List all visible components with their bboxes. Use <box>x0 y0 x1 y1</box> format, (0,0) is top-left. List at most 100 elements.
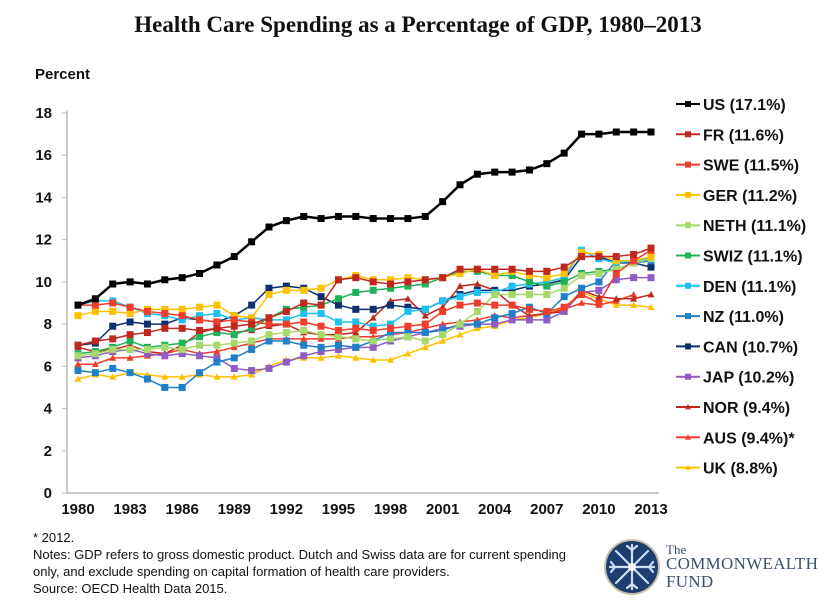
data-point <box>178 274 186 282</box>
data-point <box>248 301 256 309</box>
data-point <box>595 293 603 300</box>
legend-marker <box>685 313 691 320</box>
data-point <box>213 373 221 380</box>
x-tick-label: 1995 <box>322 501 355 518</box>
data-point <box>126 303 134 311</box>
data-point <box>265 284 273 292</box>
data-point <box>196 269 204 277</box>
data-point <box>248 337 256 345</box>
series-line <box>77 283 652 355</box>
data-point <box>404 333 412 341</box>
data-point <box>178 305 186 313</box>
data-point <box>334 345 342 353</box>
data-point <box>161 383 169 391</box>
data-point <box>439 274 447 282</box>
data-point <box>196 312 204 320</box>
data-point <box>404 274 412 282</box>
data-point <box>213 341 221 349</box>
legend-marker <box>685 161 691 168</box>
data-point <box>456 293 464 301</box>
data-point <box>543 274 551 282</box>
data-point <box>91 369 99 377</box>
legend-label: NOR (9.4%) <box>703 400 790 417</box>
data-point <box>630 291 638 298</box>
x-tick-label: 1986 <box>165 501 198 518</box>
data-point <box>595 278 603 286</box>
legend-item: DEN (11.1%) <box>676 279 796 296</box>
data-point <box>612 269 620 277</box>
data-point <box>230 331 238 339</box>
legend-label: SWE (11.5%) <box>703 158 799 175</box>
legend-item: JAP (10.2%) <box>676 370 794 387</box>
data-point <box>369 215 377 223</box>
data-point <box>439 326 447 334</box>
data-point <box>560 149 568 157</box>
data-point <box>161 352 169 360</box>
data-point <box>317 348 325 356</box>
data-point <box>178 373 186 380</box>
data-point <box>612 265 620 273</box>
data-point <box>560 307 568 315</box>
data-point <box>265 291 273 299</box>
data-point <box>491 320 499 328</box>
legend-item: UK (8.8%) <box>676 461 778 478</box>
data-point <box>647 303 655 311</box>
data-point <box>369 343 377 351</box>
y-tick-label: 4 <box>44 401 53 418</box>
data-point <box>74 312 82 320</box>
data-point <box>404 215 412 223</box>
data-point <box>473 288 481 296</box>
data-point <box>178 312 186 320</box>
data-point <box>508 310 516 318</box>
data-point <box>126 345 134 353</box>
data-point <box>491 168 499 176</box>
data-point <box>473 265 481 273</box>
y-tick-label: 8 <box>44 316 52 333</box>
data-point <box>300 286 308 294</box>
data-point <box>369 337 377 345</box>
data-point <box>265 223 273 231</box>
legend-label: SWIZ (11.1%) <box>703 249 803 266</box>
data-point <box>334 341 342 349</box>
data-point <box>404 329 412 337</box>
data-point <box>525 305 533 313</box>
data-point <box>387 329 395 337</box>
logo-fund: FUND <box>666 572 714 591</box>
data-point <box>126 278 134 286</box>
data-point <box>282 316 290 324</box>
legend-marker <box>685 464 691 470</box>
legend-item: NZ (11.0%) <box>676 309 784 326</box>
legend-label: DEN (11.1%) <box>703 279 796 296</box>
y-tick-label: 6 <box>44 358 52 375</box>
data-point <box>300 310 308 318</box>
data-point <box>230 312 238 320</box>
data-point <box>213 301 221 309</box>
data-point <box>161 310 169 318</box>
data-point <box>317 293 325 301</box>
data-point <box>387 284 395 292</box>
data-point <box>456 269 464 277</box>
data-point <box>91 360 99 368</box>
data-point <box>161 320 169 328</box>
data-point <box>300 326 308 334</box>
data-point <box>421 320 429 328</box>
data-point <box>282 337 290 345</box>
data-point <box>421 312 429 319</box>
data-point <box>387 301 395 309</box>
axes: 0 2 4 6 8 10 12 14 16 18 1980 1983 1986 1989 1992 1995 1… <box>35 105 667 518</box>
data-point <box>352 329 360 336</box>
data-point <box>560 303 568 311</box>
data-point <box>213 310 221 318</box>
data-point <box>543 278 551 286</box>
data-point <box>543 267 551 275</box>
data-point <box>230 364 238 372</box>
data-point <box>543 316 551 324</box>
data-point <box>421 329 429 337</box>
data-point <box>369 305 377 313</box>
data-point <box>352 343 360 351</box>
data-point <box>421 276 429 284</box>
data-point <box>369 286 377 294</box>
data-point <box>196 369 204 377</box>
data-point <box>109 345 117 353</box>
data-point <box>578 299 586 306</box>
